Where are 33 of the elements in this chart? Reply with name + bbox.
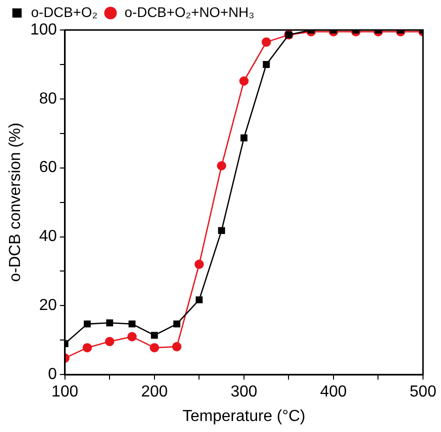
x-tick-label: 500	[410, 384, 436, 401]
y-tick-label: 0	[48, 366, 57, 384]
point	[82, 343, 92, 352]
point	[196, 296, 203, 304]
point	[262, 60, 270, 68]
point	[194, 260, 204, 269]
y-axis-title: o-DCB conversion (%)	[7, 122, 24, 282]
point	[150, 332, 158, 339]
y-tick-label: 40	[39, 228, 57, 246]
point	[150, 343, 160, 352]
point	[105, 336, 114, 346]
point	[173, 320, 180, 328]
point	[106, 319, 114, 326]
x-tick-label: 400	[320, 384, 347, 401]
point	[240, 134, 248, 142]
point	[216, 161, 226, 170]
x-tick-label: 300	[230, 384, 258, 401]
point	[84, 320, 91, 328]
point	[172, 342, 182, 352]
y-tick-label: 80	[39, 90, 57, 108]
legend-label: o-DCB+O₂	[31, 4, 98, 20]
point	[128, 320, 136, 328]
x-tick-label: 200	[141, 384, 168, 401]
y-tick-label: 100	[30, 21, 57, 38]
x-axis-title: Temperature (°C)	[182, 408, 306, 425]
y-tick-label: 60	[39, 159, 57, 176]
y-tick-label: 20	[39, 297, 57, 314]
x-tick-label: 100	[52, 384, 78, 401]
point	[262, 37, 271, 47]
point	[239, 76, 249, 86]
point	[218, 227, 226, 234]
legend-label: o-DCB+O₂+NO+NH₃	[124, 4, 254, 20]
point	[127, 332, 137, 342]
